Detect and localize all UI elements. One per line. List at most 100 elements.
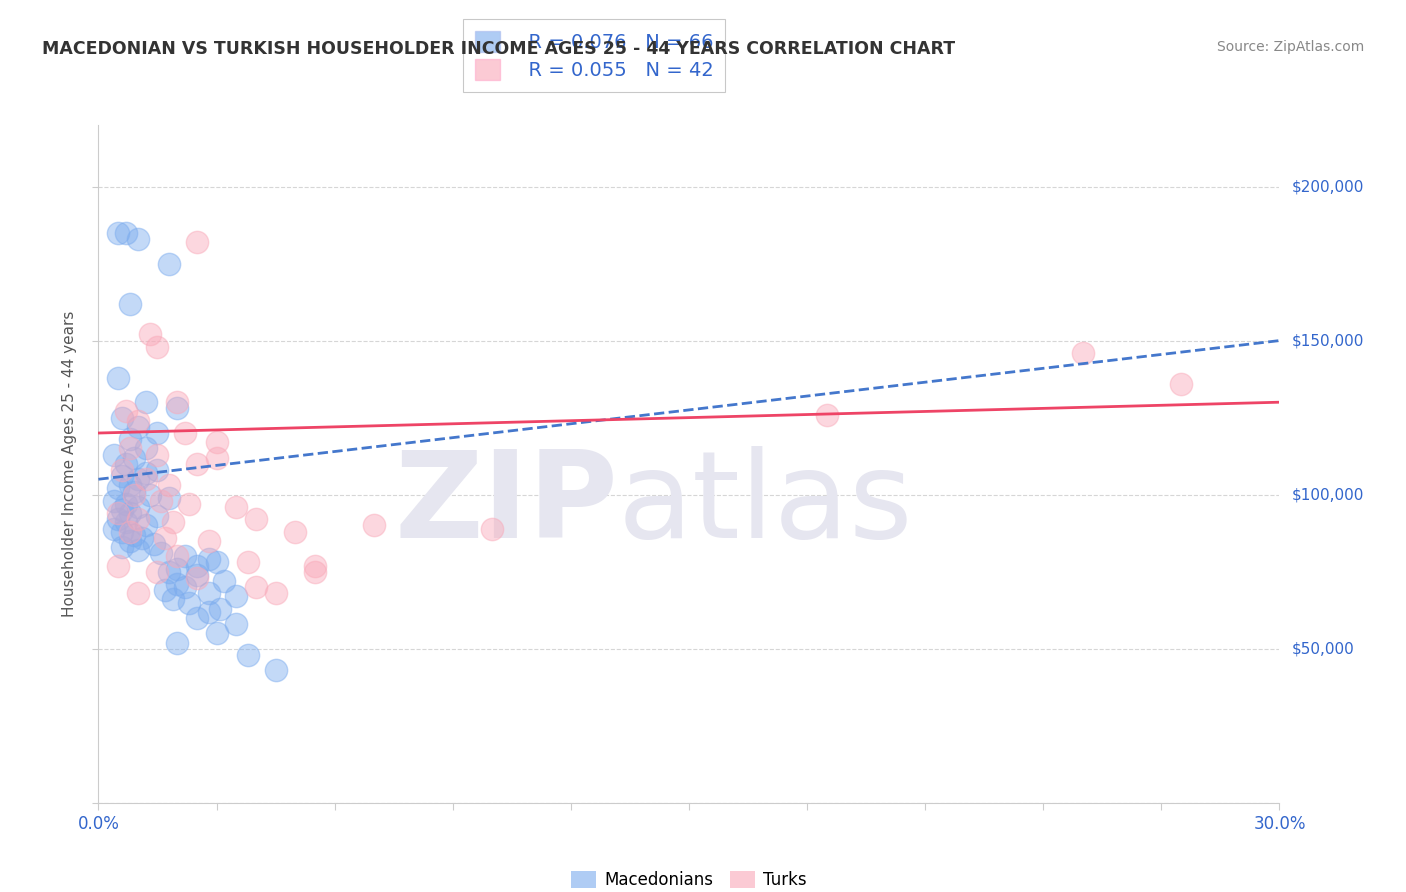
Point	[115, 497, 138, 511]
Point	[186, 235, 208, 249]
Point	[146, 340, 169, 354]
Point	[127, 472, 149, 486]
Point	[1071, 346, 1094, 360]
Point	[197, 586, 219, 600]
Point	[135, 395, 157, 409]
Point	[138, 488, 160, 502]
Point	[111, 540, 134, 554]
Point	[122, 450, 145, 465]
Point	[197, 605, 219, 619]
Point	[118, 442, 141, 456]
Point	[815, 408, 838, 422]
Point	[127, 500, 149, 514]
Text: ZIP: ZIP	[394, 446, 619, 563]
Point	[107, 506, 129, 520]
Point	[138, 327, 160, 342]
Legend: Macedonians, Turks: Macedonians, Turks	[564, 864, 814, 892]
Point	[363, 518, 385, 533]
Point	[107, 370, 129, 384]
Point	[111, 463, 134, 477]
Point	[166, 401, 188, 416]
Point	[118, 296, 141, 310]
Point	[107, 512, 129, 526]
Point	[186, 457, 208, 471]
Point	[304, 558, 326, 573]
Point	[197, 533, 219, 548]
Point	[186, 611, 208, 625]
Point	[155, 531, 177, 545]
Point	[135, 442, 157, 456]
Point	[162, 592, 184, 607]
Point	[111, 410, 134, 425]
Point	[107, 226, 129, 240]
Point	[111, 469, 134, 483]
Text: $200,000: $200,000	[1291, 179, 1364, 194]
Point	[127, 543, 149, 558]
Point	[127, 232, 149, 246]
Point	[146, 448, 169, 462]
Point	[177, 595, 200, 609]
Point	[155, 583, 177, 598]
Point	[122, 484, 145, 499]
Point	[118, 432, 141, 446]
Y-axis label: Householder Income Ages 25 - 44 years: Householder Income Ages 25 - 44 years	[62, 310, 77, 617]
Point	[245, 512, 267, 526]
Point	[146, 565, 169, 579]
Point	[127, 420, 149, 434]
Point	[245, 580, 267, 594]
Point	[174, 580, 197, 594]
Point	[205, 450, 228, 465]
Point	[304, 565, 326, 579]
Point	[115, 457, 138, 471]
Point	[127, 512, 149, 526]
Point	[214, 574, 236, 588]
Text: $50,000: $50,000	[1291, 641, 1354, 657]
Point	[166, 635, 188, 649]
Point	[225, 590, 247, 604]
Point	[135, 466, 157, 480]
Point	[127, 586, 149, 600]
Point	[186, 567, 208, 582]
Point	[186, 571, 208, 585]
Point	[225, 617, 247, 632]
Point	[236, 648, 259, 662]
Point	[481, 522, 503, 536]
Point	[142, 537, 165, 551]
Point	[118, 533, 141, 548]
Point	[115, 226, 138, 240]
Text: $100,000: $100,000	[1291, 487, 1364, 502]
Point	[162, 516, 184, 530]
Point	[157, 256, 180, 270]
Point	[166, 561, 188, 575]
Point	[115, 516, 138, 530]
Point	[264, 586, 287, 600]
Point	[157, 491, 180, 505]
Point	[135, 472, 157, 486]
Text: atlas: atlas	[619, 446, 914, 563]
Point	[146, 509, 169, 524]
Text: Source: ZipAtlas.com: Source: ZipAtlas.com	[1216, 40, 1364, 54]
Point	[209, 601, 232, 615]
Point	[127, 414, 149, 428]
Point	[197, 552, 219, 566]
Point	[166, 577, 188, 591]
Point	[118, 478, 141, 492]
Point	[284, 524, 307, 539]
Point	[205, 556, 228, 570]
Point	[177, 497, 200, 511]
Point	[186, 558, 208, 573]
Point	[205, 626, 228, 640]
Point	[131, 531, 153, 545]
Point	[146, 425, 169, 440]
Text: $150,000: $150,000	[1291, 333, 1364, 348]
Point	[115, 404, 138, 418]
Point	[122, 488, 145, 502]
Point	[118, 506, 141, 520]
Point	[107, 482, 129, 496]
Point	[236, 556, 259, 570]
Point	[157, 478, 180, 492]
Point	[122, 527, 145, 541]
Text: MACEDONIAN VS TURKISH HOUSEHOLDER INCOME AGES 25 - 44 YEARS CORRELATION CHART: MACEDONIAN VS TURKISH HOUSEHOLDER INCOME…	[42, 40, 955, 58]
Point	[103, 448, 125, 462]
Point	[166, 549, 188, 564]
